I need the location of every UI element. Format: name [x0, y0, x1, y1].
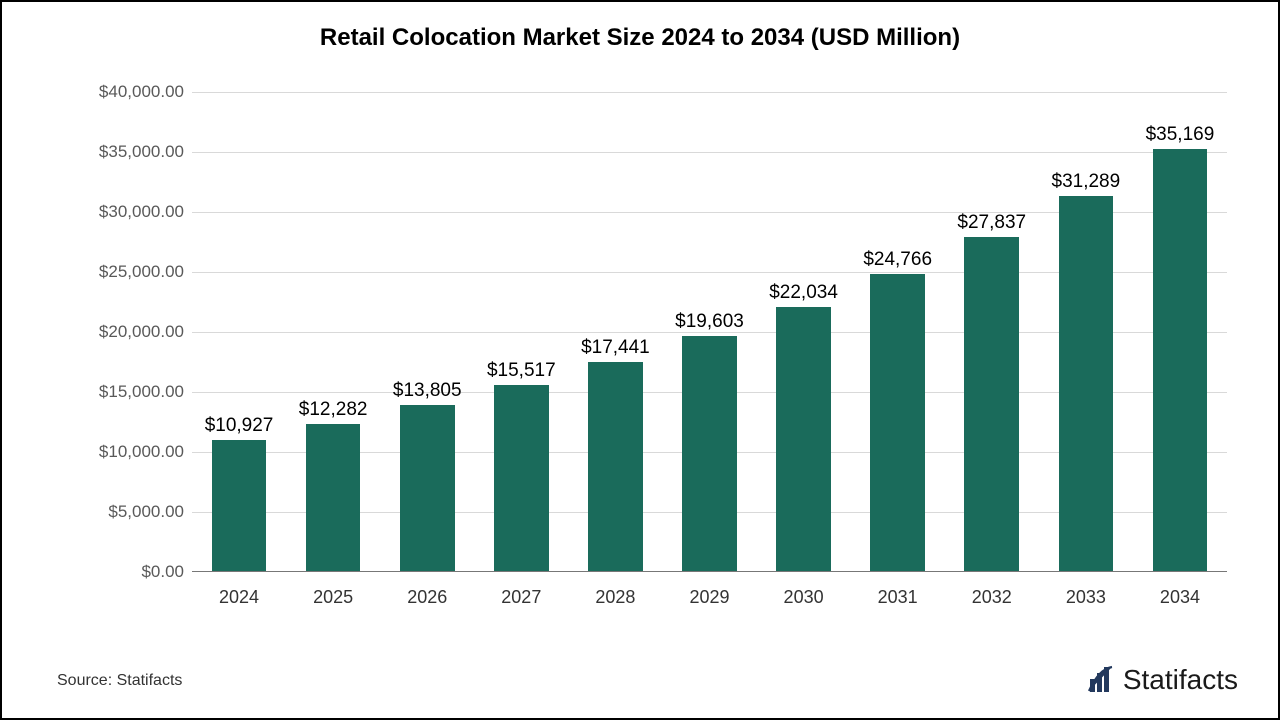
bar-value-label: $19,603: [675, 311, 744, 333]
x-tick-label: 2025: [313, 587, 353, 608]
brand-name: Statifacts: [1123, 664, 1238, 696]
bar-value-label: $35,169: [1146, 124, 1215, 146]
bar-value-label: $12,282: [299, 399, 368, 421]
y-tick-label: $30,000.00: [99, 202, 184, 222]
x-tick-label: 2032: [972, 587, 1012, 608]
x-tick-label: 2028: [595, 587, 635, 608]
bar-value-label: $27,837: [957, 212, 1026, 234]
x-tick-label: 2031: [878, 587, 918, 608]
y-tick-label: $35,000.00: [99, 142, 184, 162]
y-tick-label: $10,000.00: [99, 442, 184, 462]
bar: [400, 405, 455, 571]
bar-value-label: $31,289: [1052, 171, 1121, 193]
x-tick-label: 2027: [501, 587, 541, 608]
statifacts-icon: [1087, 665, 1117, 695]
bar-value-label: $15,517: [487, 360, 556, 382]
y-tick-label: $15,000.00: [99, 382, 184, 402]
gridline: [192, 92, 1227, 93]
x-tick-label: 2024: [219, 587, 259, 608]
brand-logo: Statifacts: [1087, 664, 1238, 696]
bar: [212, 440, 267, 571]
bar: [494, 385, 549, 571]
source-text: Source: Statifacts: [57, 672, 182, 690]
y-tick-label: $20,000.00: [99, 322, 184, 342]
x-tick-label: 2026: [407, 587, 447, 608]
bar-value-label: $22,034: [769, 282, 838, 304]
chart-frame: Retail Colocation Market Size 2024 to 20…: [0, 0, 1280, 720]
bar: [964, 237, 1019, 571]
bar-value-label: $24,766: [863, 249, 932, 271]
x-tick-label: 2029: [689, 587, 729, 608]
y-tick-label: $40,000.00: [99, 82, 184, 102]
plot-wrap: $0.00 $5,000.00 $10,000.00 $15,000.00 $20,00…: [72, 82, 1227, 612]
y-tick-label: $0.00: [141, 562, 184, 582]
bar: [776, 307, 831, 571]
bar-value-label: $13,805: [393, 380, 462, 402]
y-tick-label: $25,000.00: [99, 262, 184, 282]
y-tick-label: $5,000.00: [108, 502, 184, 522]
chart-title: Retail Colocation Market Size 2024 to 20…: [2, 2, 1278, 52]
bar-value-label: $17,441: [581, 337, 650, 359]
x-tick-label: 2034: [1160, 587, 1200, 608]
x-tick-label: 2033: [1066, 587, 1106, 608]
bar: [306, 424, 361, 571]
plot-area: $0.00$5,000.00$10,000.00$15,000.00$20,00…: [192, 92, 1227, 572]
gridline: [192, 152, 1227, 153]
x-tick-label: 2030: [784, 587, 824, 608]
bar: [588, 362, 643, 571]
bar: [682, 336, 737, 571]
bar: [1059, 196, 1114, 571]
bar-value-label: $10,927: [205, 415, 274, 437]
bar: [1153, 149, 1208, 571]
bar: [870, 274, 925, 571]
